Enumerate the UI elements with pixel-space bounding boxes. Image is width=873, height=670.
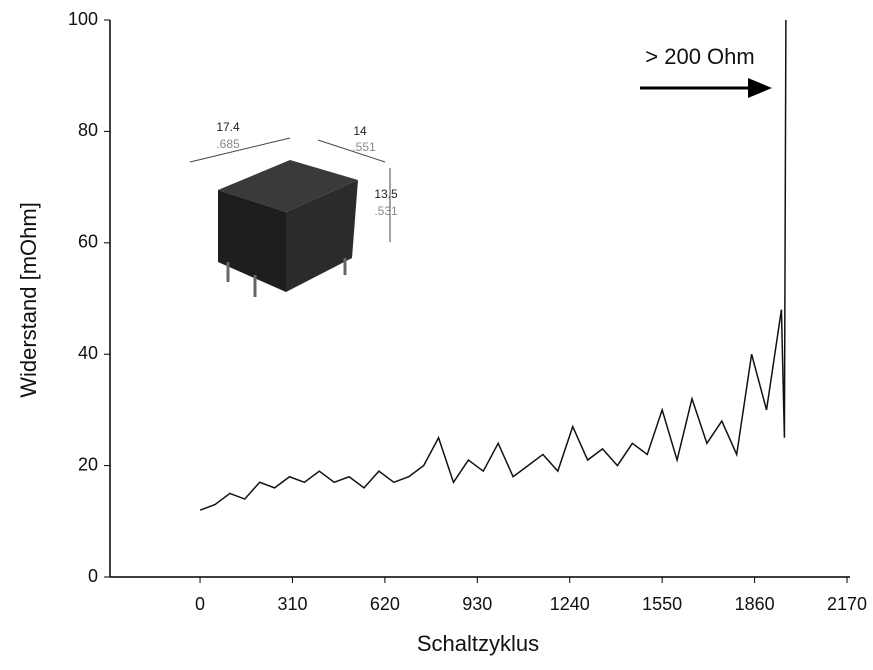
inset-label: 13.5 <box>374 187 398 201</box>
y-tick-label: 60 <box>78 232 98 252</box>
annotation-arrow <box>640 78 772 98</box>
y-axis-label: Widerstand [mOhm] <box>16 202 41 398</box>
y-tick-label: 20 <box>78 454 98 474</box>
inset-label: .685 <box>216 137 240 151</box>
inset-label: .531 <box>374 204 398 218</box>
x-tick-label: 1550 <box>642 594 682 614</box>
y-tick-label: 0 <box>88 566 98 586</box>
x-tick-label: 1240 <box>550 594 590 614</box>
x-tick-label: 1860 <box>735 594 775 614</box>
y-tick-label: 80 <box>78 120 98 140</box>
x-tick-label: 0 <box>195 594 205 614</box>
relay-image <box>189 137 391 297</box>
x-tick-label: 620 <box>370 594 400 614</box>
data-line <box>199 19 787 511</box>
y-tick-label: 40 <box>78 343 98 363</box>
y-tick-label: 100 <box>68 9 98 29</box>
inset-label: 14 <box>353 124 367 138</box>
x-tick-label: 310 <box>277 594 307 614</box>
x-axis-label: Schaltzyklus <box>417 631 539 656</box>
annotation: > 200 Ohm <box>645 44 754 69</box>
x-tick-label: 2170 <box>827 594 867 614</box>
x-tick-label: 930 <box>462 594 492 614</box>
inset-label: 17.4 <box>216 120 240 134</box>
inset-label: .551 <box>352 140 376 154</box>
